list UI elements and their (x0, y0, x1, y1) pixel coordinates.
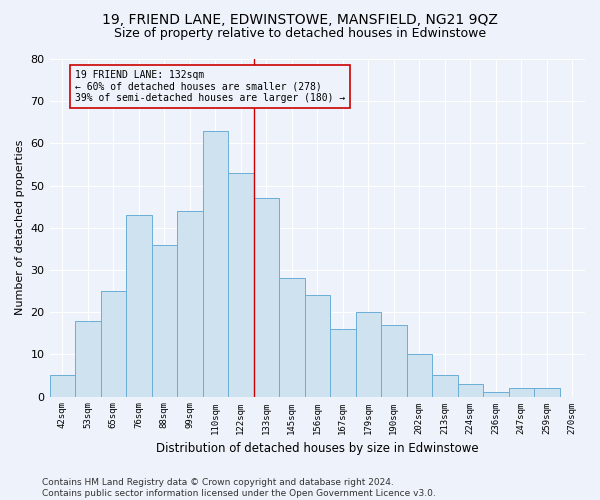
Bar (177, 211, 203, 396)
Bar (381, 325, 407, 396)
Bar (483, 392, 509, 396)
Bar (407, 354, 432, 397)
Bar (203, 130, 228, 396)
Bar (432, 376, 458, 396)
Bar (356, 312, 381, 396)
Bar (534, 388, 560, 396)
X-axis label: Distribution of detached houses by size in Edwinstowe: Distribution of detached houses by size … (156, 442, 479, 455)
Bar (279, 278, 305, 396)
Bar (75, 320, 101, 396)
Bar (458, 384, 483, 396)
Bar (254, 198, 279, 396)
Text: 19, FRIEND LANE, EDWINSTOWE, MANSFIELD, NG21 9QZ: 19, FRIEND LANE, EDWINSTOWE, MANSFIELD, … (102, 12, 498, 26)
Bar (101, 291, 126, 397)
Bar (228, 173, 254, 396)
Bar (152, 244, 177, 396)
Text: Contains HM Land Registry data © Crown copyright and database right 2024.
Contai: Contains HM Land Registry data © Crown c… (42, 478, 436, 498)
Bar (50, 376, 75, 396)
Bar (330, 329, 356, 396)
Y-axis label: Number of detached properties: Number of detached properties (15, 140, 25, 316)
Bar (305, 296, 330, 396)
Text: Size of property relative to detached houses in Edwinstowe: Size of property relative to detached ho… (114, 28, 486, 40)
Bar (509, 388, 534, 396)
Bar (126, 215, 152, 396)
Text: 19 FRIEND LANE: 132sqm
← 60% of detached houses are smaller (278)
39% of semi-de: 19 FRIEND LANE: 132sqm ← 60% of detached… (75, 70, 345, 102)
